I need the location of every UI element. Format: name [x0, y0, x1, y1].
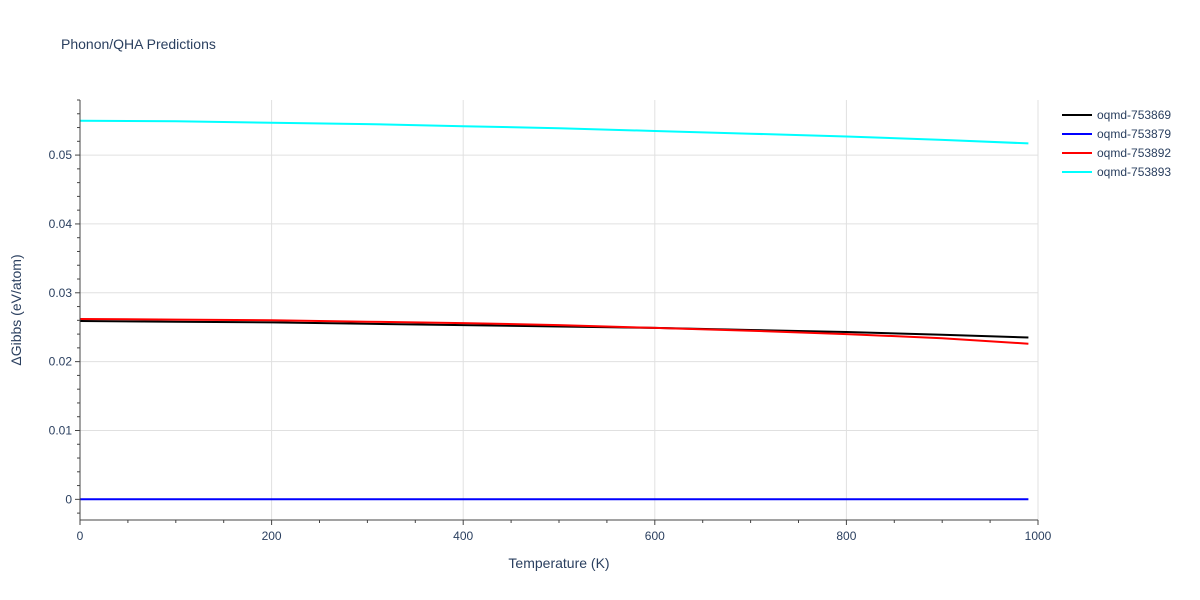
legend-item[interactable]: oqmd-753893: [1062, 165, 1171, 179]
legend-item[interactable]: oqmd-753892: [1062, 146, 1171, 160]
y-tick-label: 0.04: [49, 217, 73, 231]
y-tick-label: 0.03: [49, 286, 73, 300]
x-axis-title: Temperature (K): [508, 555, 609, 571]
legend-label: oqmd-753893: [1097, 165, 1171, 179]
chart-title: Phonon/QHA Predictions: [61, 36, 216, 52]
legend-label: oqmd-753869: [1097, 108, 1171, 122]
legend-item[interactable]: oqmd-753869: [1062, 108, 1171, 122]
y-axis-title: ΔGibbs (eV/atom): [8, 254, 24, 365]
series-line: [79, 320, 1029, 339]
y-tick-label: 0: [65, 492, 72, 506]
y-tick-label: 0.02: [49, 355, 73, 369]
x-tick-label: 200: [262, 529, 282, 543]
legend-label: oqmd-753879: [1097, 127, 1171, 141]
x-tick-label: 0: [77, 529, 84, 543]
grid-layer: [80, 100, 1039, 520]
legend-item[interactable]: oqmd-753879: [1062, 127, 1171, 141]
axis-layer: 0 200 400 600 800 1000 0 0.01 0.02 0.03 0.04 0.05: [49, 99, 1052, 543]
legend-label: oqmd-753892: [1097, 146, 1171, 160]
series-layer: [79, 119, 1029, 501]
series-line: [79, 119, 1029, 145]
y-tick-label: 0.01: [49, 423, 73, 437]
y-tick-label: 0.05: [49, 148, 73, 162]
series-line: [79, 318, 1029, 345]
x-tick-label: 400: [453, 529, 473, 543]
x-tick-label: 1000: [1025, 529, 1052, 543]
x-tick-label: 800: [836, 529, 856, 543]
legend[interactable]: oqmd-753869 oqmd-753879 oqmd-753892 oqmd-75…: [1062, 108, 1171, 179]
x-tick-label: 600: [645, 529, 665, 543]
